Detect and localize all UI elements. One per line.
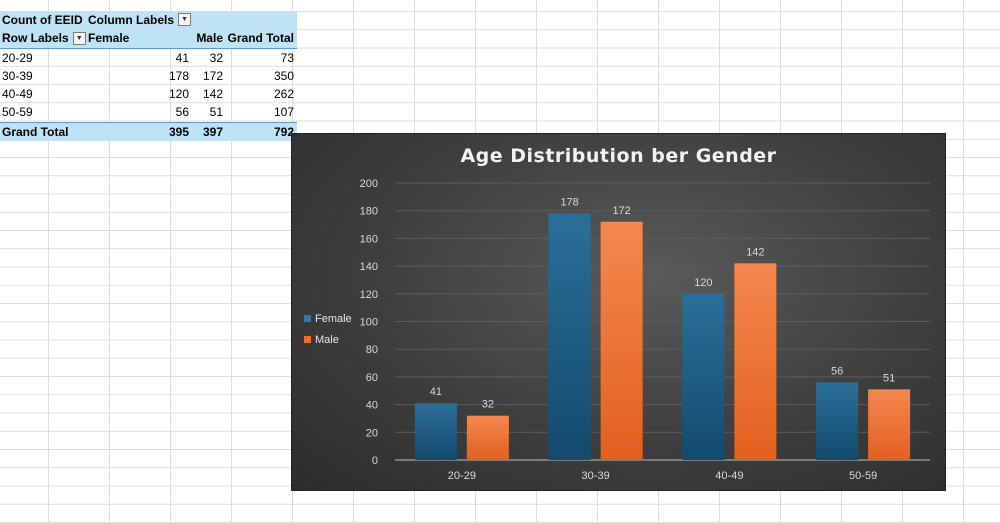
grand-total-label: Grand Total xyxy=(2,124,69,139)
row-total: 350 xyxy=(273,68,294,83)
data-label-male: 172 xyxy=(612,205,630,217)
data-label-female: 178 xyxy=(560,196,578,208)
data-label-male: 142 xyxy=(746,246,764,258)
male-count: 32 xyxy=(209,50,223,65)
x-tick-label: 20-29 xyxy=(448,470,476,482)
male-column-header: Male xyxy=(196,31,223,46)
row-label: 50-59 xyxy=(2,105,33,120)
row-label: 20-29 xyxy=(2,50,33,65)
y-tick-label: 140 xyxy=(360,261,378,273)
legend-label-male: Male xyxy=(315,334,339,346)
pivot-row[interactable]: 40-49 120 142 262 xyxy=(0,85,297,103)
bar-male xyxy=(466,415,509,460)
legend-item-female[interactable]: Female xyxy=(304,312,352,333)
data-label-female: 41 xyxy=(430,386,442,398)
overall-grand-total: 792 xyxy=(273,124,294,139)
pivot-header-row-2: Row Labels ▼ Female Male Grand Total xyxy=(0,29,297,49)
y-tick-label: 160 xyxy=(360,233,378,245)
legend-label-female: Female xyxy=(315,313,352,325)
y-tick-label: 180 xyxy=(360,206,378,218)
female-column-header: Female xyxy=(88,31,130,46)
male-grand-total: 397 xyxy=(202,124,223,139)
legend-item-male[interactable]: Male xyxy=(304,333,352,354)
pivot-table[interactable]: Count of EEID Column Labels ▼ Row Labels ▼… xyxy=(0,11,297,141)
y-tick-label: 80 xyxy=(366,344,378,356)
legend-swatch-female xyxy=(304,314,311,322)
bar-male xyxy=(734,263,777,460)
female-count: 120 xyxy=(168,87,189,101)
female-count: 56 xyxy=(175,105,189,120)
data-label-female: 56 xyxy=(831,365,843,377)
pivot-header-row-1: Count of EEID Column Labels ▼ xyxy=(0,11,297,30)
bar-female xyxy=(816,382,859,460)
female-count: 178 xyxy=(168,68,189,83)
data-label-male: 32 xyxy=(482,399,494,411)
female-count: 41 xyxy=(175,50,189,65)
y-tick-label: 60 xyxy=(366,372,378,384)
data-label-female: 120 xyxy=(694,277,712,289)
data-label-male: 51 xyxy=(883,372,895,384)
male-count: 172 xyxy=(202,68,223,83)
row-label: 40-49 xyxy=(2,87,33,101)
y-tick-label: 40 xyxy=(366,400,378,412)
bar-female xyxy=(414,403,457,460)
legend-swatch-male xyxy=(304,335,311,343)
x-tick-label: 40-49 xyxy=(715,470,743,482)
y-tick-label: 20 xyxy=(366,427,378,439)
column-labels-header[interactable]: Column Labels ▼ xyxy=(88,11,192,29)
row-total: 73 xyxy=(280,50,294,65)
x-tick-label: 30-39 xyxy=(582,470,610,482)
row-labels-dropdown-icon[interactable]: ▼ xyxy=(72,31,86,45)
bar-female xyxy=(682,293,725,460)
pivot-row[interactable]: 20-29 41 32 73 xyxy=(0,49,297,67)
row-total: 107 xyxy=(273,105,294,120)
y-tick-label: 100 xyxy=(360,317,378,329)
row-labels-header[interactable]: Row Labels ▼ xyxy=(2,29,86,47)
bar-male xyxy=(868,389,911,460)
female-grand-total: 395 xyxy=(168,124,189,139)
bar-female xyxy=(548,213,591,460)
y-tick-label: 200 xyxy=(360,178,378,190)
grand-total-column-header: Grand Total xyxy=(227,31,294,46)
column-labels-dropdown-icon[interactable]: ▼ xyxy=(178,13,192,27)
age-distribution-chart[interactable]: Age Distribution ber Gender Female Male … xyxy=(292,134,945,490)
y-tick-label: 120 xyxy=(360,289,378,301)
male-count: 51 xyxy=(209,105,223,120)
row-label: 30-39 xyxy=(2,68,33,83)
chart-legend[interactable]: Female Male xyxy=(304,312,352,354)
pivot-row[interactable]: 50-59 56 51 107 xyxy=(0,103,297,121)
chart-title[interactable]: Age Distribution ber Gender xyxy=(460,145,777,167)
pivot-grand-total-row[interactable]: Grand Total 395 397 792 xyxy=(0,121,297,141)
pivot-row[interactable]: 30-39 178 172 350 xyxy=(0,67,297,85)
count-of-eeid-label: Count of EEID xyxy=(2,13,83,27)
male-count: 142 xyxy=(202,87,223,101)
y-tick-label: 0 xyxy=(372,455,378,467)
bar-male xyxy=(600,221,643,460)
x-tick-label: 50-59 xyxy=(849,470,877,482)
row-total: 262 xyxy=(273,87,294,101)
chart-plot-area[interactable]: 0 20 40 60 80 100 120 140 160 180 200 20-29 41 32 30-3… xyxy=(292,134,945,490)
